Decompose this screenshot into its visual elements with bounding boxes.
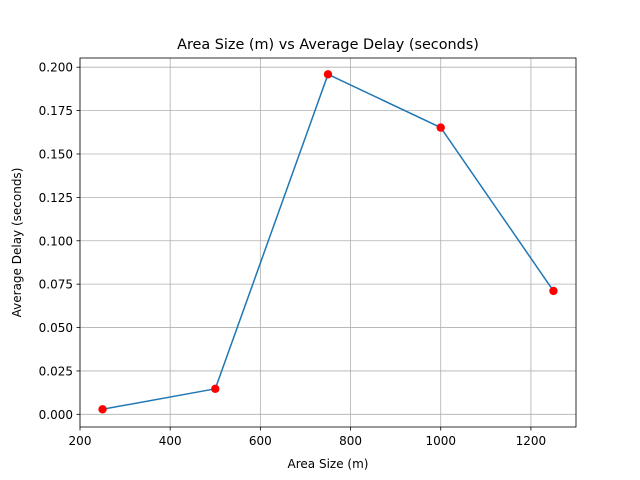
y-tick-label: 0.025 — [39, 364, 73, 378]
data-point — [211, 384, 220, 394]
x-tick-label: 800 — [339, 434, 362, 448]
data-point — [98, 405, 107, 414]
x-tick-label: 600 — [249, 434, 272, 448]
y-tick-label: 0.150 — [39, 147, 73, 161]
y-tick-label: 0.050 — [39, 321, 73, 335]
y-tick-label: 0.000 — [39, 408, 73, 422]
chart-title: Area Size (m) vs Average Delay (seconds) — [177, 37, 479, 53]
grid — [79, 58, 576, 427]
x-tick-label: 400 — [159, 434, 182, 448]
x-tick-label: 1000 — [425, 434, 456, 448]
x-axis-ticks: 200 400 600 800 1000 1200 — [69, 427, 547, 448]
y-axis-label: Average Delay (seconds) — [10, 168, 24, 318]
y-tick-label: 0.125 — [39, 191, 73, 205]
x-axis-label: Area Size (m) — [288, 457, 369, 471]
y-tick-label: 0.075 — [39, 278, 73, 292]
y-tick-label: 0.175 — [39, 104, 73, 118]
y-tick-label: 0.100 — [39, 234, 73, 248]
data-point — [549, 286, 558, 296]
y-tick-label: 0.200 — [39, 61, 73, 75]
y-axis-ticks: 0.000 0.025 0.050 0.075 0.100 0.125 0.150 0.175… — [39, 61, 80, 422]
x-tick-label: 200 — [69, 434, 92, 448]
data-point — [436, 123, 445, 132]
data-point — [323, 70, 333, 79]
plot-frame — [79, 57, 577, 428]
x-tick-label: 1200 — [516, 434, 547, 448]
data-markers — [98, 70, 558, 414]
